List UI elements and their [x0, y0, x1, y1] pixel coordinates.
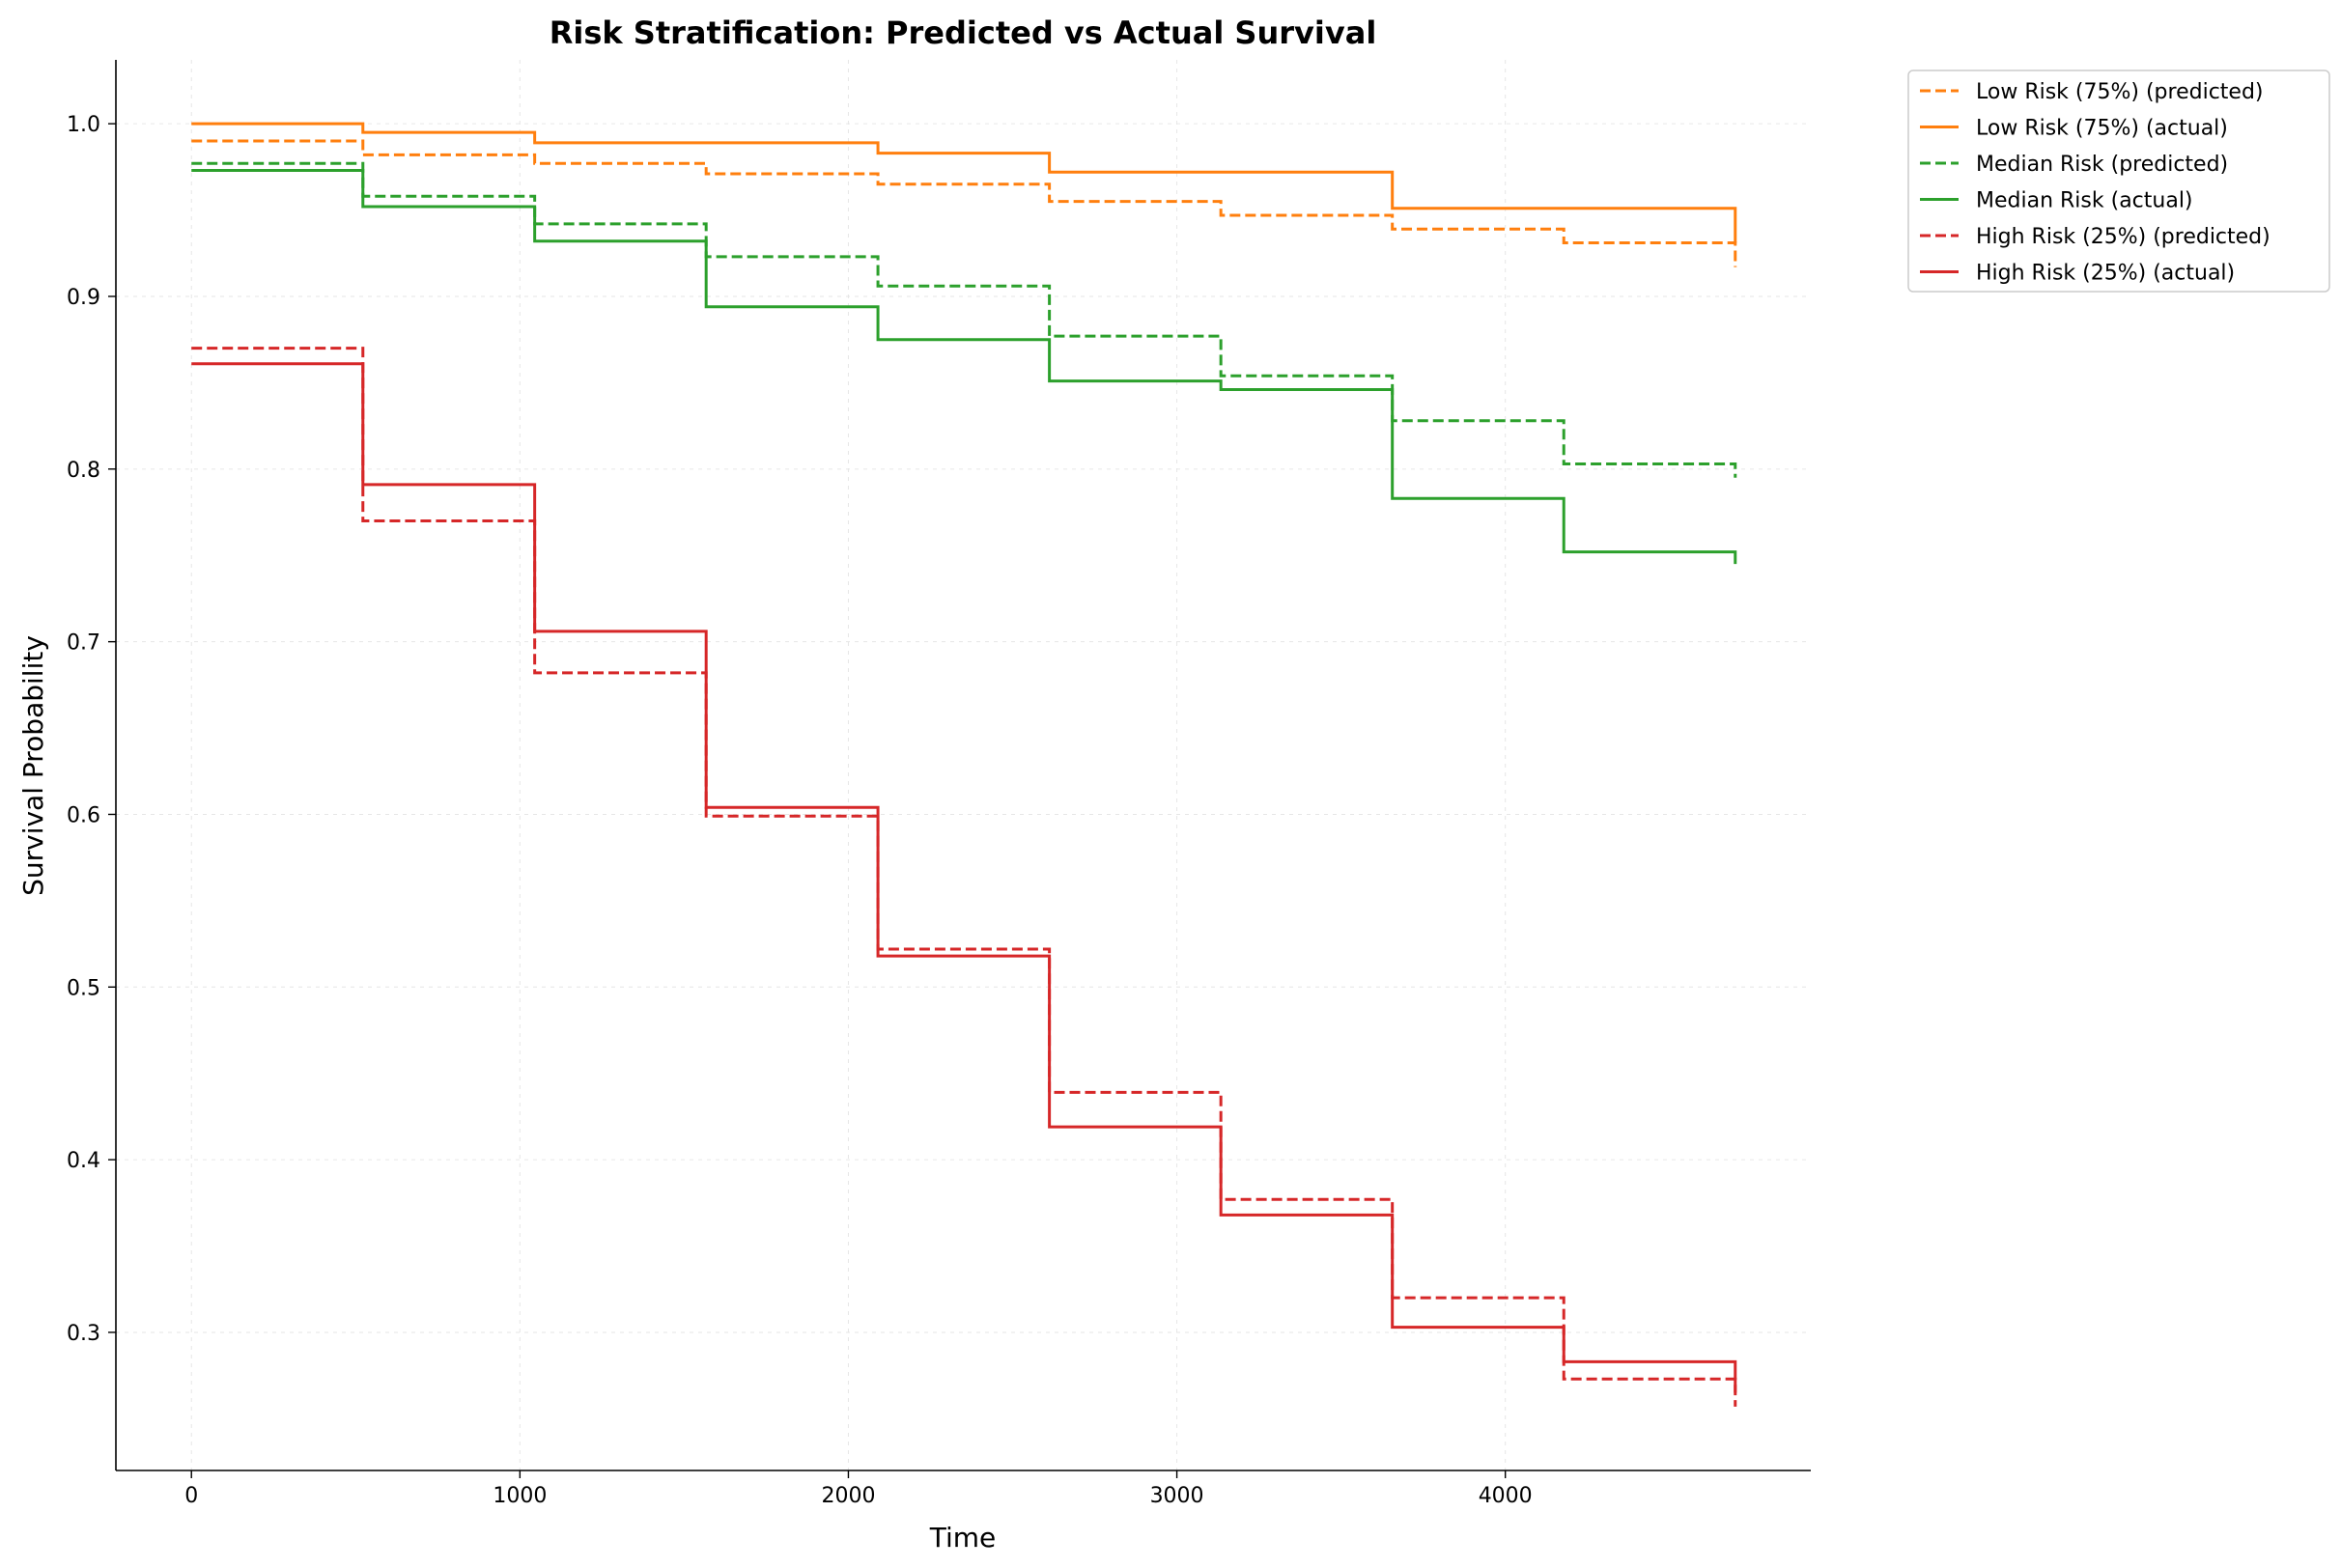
series-line-1 [191, 122, 1737, 243]
grid [116, 60, 1811, 1470]
y-tick-label: 0.9 [67, 286, 100, 310]
chart-title: Risk Stratification: Predicted vs Actual… [550, 14, 1377, 51]
x-axis-label: Time [929, 1522, 997, 1554]
y-tick-label: 0.6 [67, 803, 100, 827]
y-axis-label: Survival Probability [17, 635, 49, 896]
plot-area [191, 122, 1737, 1407]
x-ticks: 0 1000 2000 3000 4000 [184, 1470, 1533, 1508]
legend-label: Low Risk (75%) (actual) [1976, 117, 2228, 141]
x-tick-label: 0 [184, 1484, 198, 1508]
x-tick-label: 4000 [1479, 1484, 1533, 1508]
x-tick-label: 1000 [493, 1484, 547, 1508]
legend-frame [1907, 70, 2330, 293]
y-tick-label: 0.4 [67, 1149, 100, 1173]
legend-label: Low Risk (75%) (predicted) [1976, 80, 2264, 104]
x-tick-label: 2000 [821, 1484, 875, 1508]
series-line-5 [191, 362, 1737, 1393]
y-tick-label: 0.8 [67, 459, 100, 483]
axes [115, 60, 1811, 1471]
y-tick-label: 1.0 [67, 113, 100, 137]
legend-label: High Risk (25%) (predicted) [1976, 225, 2270, 249]
series-line-2 [191, 161, 1737, 478]
series-line-0 [191, 139, 1737, 267]
y-tick-label: 0.7 [67, 631, 100, 656]
legend-label: High Risk (25%) (actual) [1976, 262, 2235, 286]
legend-label: Median Risk (actual) [1976, 189, 2193, 213]
series-line-3 [191, 168, 1737, 565]
legend: Low Risk (75%) (predicted) Low Risk (75%)… [1907, 70, 2330, 293]
y-tick-label: 0.3 [67, 1322, 100, 1346]
y-ticks: 0.3 0.4 0.5 0.6 0.7 0.8 0.9 1.0 [67, 113, 116, 1346]
legend-label: Median Risk (predicted) [1976, 153, 2228, 177]
series-line-4 [191, 347, 1737, 1407]
y-tick-label: 0.5 [67, 976, 100, 1000]
x-tick-label: 3000 [1150, 1484, 1204, 1508]
